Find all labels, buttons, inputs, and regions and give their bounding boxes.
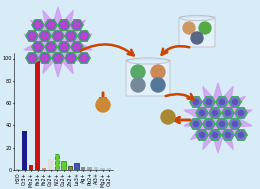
Polygon shape [39, 31, 51, 41]
Bar [100, 168, 105, 170]
Polygon shape [58, 42, 70, 52]
Circle shape [151, 65, 165, 79]
Polygon shape [65, 53, 77, 63]
Bar [68, 166, 73, 170]
Polygon shape [24, 7, 92, 77]
Circle shape [191, 32, 203, 44]
Bar [55, 154, 60, 170]
Polygon shape [71, 20, 83, 30]
Polygon shape [32, 20, 44, 30]
Circle shape [81, 33, 87, 39]
Bar [16, 169, 21, 170]
Circle shape [161, 110, 175, 124]
Polygon shape [65, 31, 77, 41]
Circle shape [219, 122, 224, 126]
Ellipse shape [127, 58, 169, 64]
Polygon shape [229, 97, 241, 107]
Polygon shape [196, 130, 208, 140]
Polygon shape [229, 119, 241, 129]
Polygon shape [216, 119, 228, 129]
Circle shape [42, 56, 48, 60]
Circle shape [199, 111, 205, 115]
Circle shape [193, 122, 198, 126]
Circle shape [49, 44, 54, 50]
Polygon shape [209, 108, 221, 118]
Bar [61, 161, 66, 170]
Circle shape [75, 44, 80, 50]
Ellipse shape [180, 15, 214, 21]
FancyBboxPatch shape [126, 60, 170, 96]
Circle shape [68, 56, 74, 60]
Polygon shape [222, 130, 234, 140]
Polygon shape [52, 31, 64, 41]
Polygon shape [45, 20, 57, 30]
Polygon shape [39, 53, 51, 63]
Bar [81, 167, 86, 170]
Polygon shape [45, 42, 57, 52]
Polygon shape [235, 130, 247, 140]
Circle shape [131, 78, 145, 92]
Polygon shape [26, 53, 38, 63]
Circle shape [199, 22, 211, 34]
Circle shape [206, 99, 211, 105]
Circle shape [199, 132, 205, 138]
Polygon shape [52, 53, 64, 63]
Polygon shape [184, 83, 252, 153]
Circle shape [49, 22, 54, 28]
Circle shape [212, 111, 218, 115]
Bar [42, 168, 47, 170]
Circle shape [131, 65, 145, 79]
Circle shape [42, 33, 48, 39]
Circle shape [238, 111, 244, 115]
Circle shape [75, 22, 80, 28]
Polygon shape [196, 108, 208, 118]
Bar [22, 131, 27, 170]
Polygon shape [203, 97, 215, 107]
Polygon shape [78, 31, 90, 41]
Bar [107, 168, 112, 170]
Circle shape [225, 111, 231, 115]
Circle shape [232, 122, 237, 126]
Bar [48, 159, 53, 170]
Circle shape [55, 56, 61, 60]
Circle shape [36, 44, 41, 50]
Circle shape [225, 132, 231, 138]
Circle shape [36, 22, 41, 28]
Polygon shape [71, 42, 83, 52]
Circle shape [193, 99, 198, 105]
Polygon shape [190, 119, 202, 129]
Polygon shape [222, 108, 234, 118]
Polygon shape [78, 53, 90, 63]
Circle shape [96, 98, 110, 112]
Bar [74, 163, 79, 170]
Circle shape [183, 22, 195, 34]
Polygon shape [209, 130, 221, 140]
Bar [35, 59, 40, 170]
Circle shape [238, 132, 244, 138]
Polygon shape [235, 108, 247, 118]
Polygon shape [203, 119, 215, 129]
Circle shape [219, 99, 224, 105]
Circle shape [206, 122, 211, 126]
Circle shape [212, 132, 218, 138]
FancyBboxPatch shape [179, 17, 215, 47]
Circle shape [151, 78, 165, 92]
Bar [29, 164, 34, 170]
Polygon shape [26, 31, 38, 41]
Circle shape [29, 33, 35, 39]
Circle shape [232, 99, 237, 105]
Circle shape [81, 56, 87, 60]
Polygon shape [216, 97, 228, 107]
Circle shape [68, 33, 74, 39]
Y-axis label: Quenching efficiency: Quenching efficiency [0, 78, 1, 145]
Polygon shape [32, 42, 44, 52]
Polygon shape [58, 20, 70, 30]
Circle shape [62, 44, 67, 50]
Circle shape [55, 33, 61, 39]
Circle shape [29, 56, 35, 60]
Circle shape [62, 22, 67, 28]
Polygon shape [190, 97, 202, 107]
Bar [94, 167, 99, 170]
Bar [87, 167, 92, 170]
